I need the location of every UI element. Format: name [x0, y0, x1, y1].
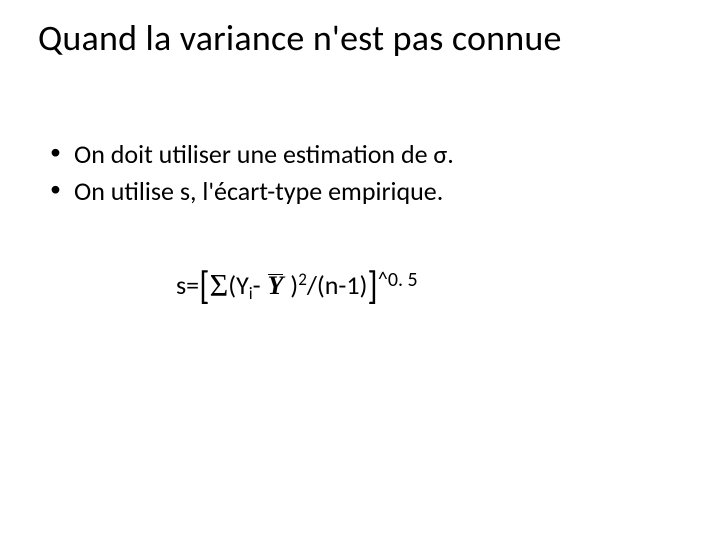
formula-var-y: Y [236, 269, 249, 301]
formula-ybar: Y [267, 271, 285, 301]
formula-prefix: s= [176, 269, 199, 301]
formula-close-paren: ) [290, 269, 298, 301]
slide-container: Quand la variance n'est pas connue On do… [0, 0, 720, 540]
formula-open-paren: ( [228, 269, 236, 301]
formula-divisor: /(n-1) [307, 269, 368, 301]
formula: s=[Σ(Yi- Y )2/(n-1)]^0. 5 [176, 266, 682, 307]
bullet-list: On doit utiliser une estimation de σ. On… [46, 137, 682, 209]
formula-superscript-2: 2 [298, 269, 307, 290]
bullet-item: On utilise s, l'écart-type empirique. [46, 174, 682, 209]
formula-open-bracket: [ [199, 263, 209, 310]
formula-close-bracket: ] [367, 263, 377, 310]
bullet-item: On doit utiliser une estimation de σ. [46, 137, 682, 172]
sum-symbol: Σ [210, 267, 229, 303]
formula-power: ^0. 5 [378, 268, 418, 292]
formula-minus: - [253, 269, 261, 301]
slide-title: Quand la variance n'est pas connue [38, 18, 682, 59]
